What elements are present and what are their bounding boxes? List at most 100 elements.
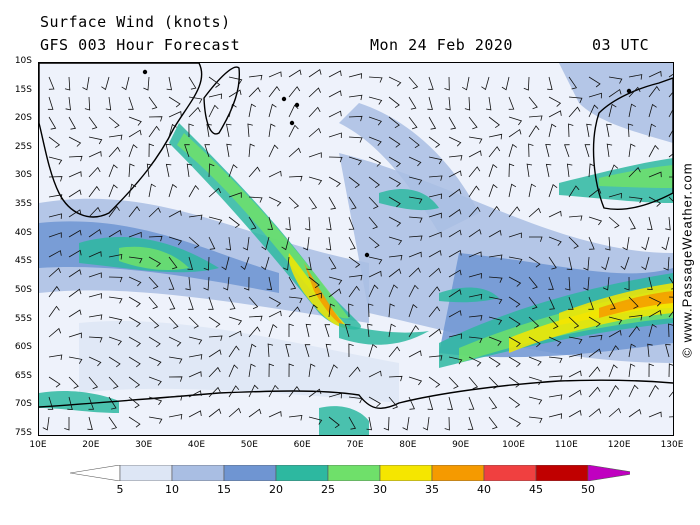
wind-barb: [408, 176, 423, 185]
wind-barb: [101, 76, 110, 91]
wind-barb: [368, 136, 382, 146]
wind-barb: [148, 356, 162, 367]
wind-barb: [88, 251, 102, 258]
wind-barb: [208, 366, 221, 378]
wind-barb: [508, 296, 521, 308]
wind-barb: [408, 235, 423, 241]
wind-barb: [586, 123, 592, 138]
wind-barb: [128, 276, 142, 287]
wind-barb: [528, 125, 540, 138]
wind-barb: [288, 196, 300, 209]
wind-barb: [228, 330, 242, 338]
wind-barb: [68, 136, 82, 147]
wind-barb: [248, 363, 256, 378]
wind-barb: [641, 236, 650, 251]
wind-barb: [641, 256, 650, 271]
wind-barb: [128, 256, 143, 264]
wind-map: [38, 62, 674, 436]
wind-barb: [228, 89, 242, 98]
longitude-label: 80E: [399, 440, 417, 450]
wind-barb: [448, 333, 463, 339]
wind-barb: [428, 286, 441, 298]
wind-barb: [388, 396, 399, 410]
wind-barb: [47, 96, 54, 110]
wind-barb: [528, 336, 541, 348]
wind-barb: [108, 253, 123, 260]
wind-barb: [647, 343, 653, 358]
wind-barb: [488, 254, 503, 261]
wind-barb: [306, 256, 312, 271]
wind-barb: [188, 96, 203, 104]
wind-barb: [48, 305, 60, 318]
wind-barb: [383, 416, 390, 431]
wind-barb: [328, 288, 342, 298]
wind-barb: [428, 231, 442, 238]
wind-barb: [128, 231, 142, 238]
wind-barb: [222, 276, 230, 291]
wind-barb: [128, 416, 141, 428]
wind-barb: [248, 384, 259, 398]
wind-barb: [308, 176, 323, 185]
wind-barb: [448, 249, 462, 258]
wind-barb: [665, 216, 671, 231]
wind-barb: [606, 143, 613, 158]
wind-speed-shading: [599, 165, 673, 188]
wind-barb: [628, 196, 643, 204]
wind-barb: [148, 183, 156, 198]
wind-barb: [228, 385, 240, 398]
wind-barb: [87, 416, 93, 431]
wind-barb: [648, 309, 662, 318]
wind-barb: [564, 144, 570, 158]
wind-barb: [588, 188, 602, 198]
wind-barb: [248, 143, 255, 158]
wind-barb: [68, 229, 82, 238]
wind-barb: [108, 229, 122, 238]
wind-barb: [628, 167, 641, 178]
wind-speed-shading: [439, 287, 499, 303]
wind-barb: [348, 216, 355, 230]
wind-barb: [648, 85, 660, 98]
wind-barb: [328, 256, 337, 270]
wind-barb: [128, 163, 135, 178]
wind-barb: [467, 416, 474, 430]
wind-barb: [468, 251, 482, 258]
wind-barb: [601, 256, 610, 271]
wind-barb: [468, 396, 475, 410]
wind-barb: [248, 343, 257, 358]
wind-barb: [105, 96, 112, 111]
wind-barb: [568, 185, 580, 198]
wind-barb: [328, 90, 342, 98]
wind-barb: [508, 396, 521, 408]
wind-barb: [42, 416, 50, 431]
wind-barb: [488, 184, 498, 198]
wind-barb: [148, 276, 159, 289]
wind-barb: [228, 296, 236, 310]
wind-barb: [568, 123, 574, 138]
wind-barb: [468, 293, 483, 300]
wind-barb: [308, 152, 322, 158]
longitude-label: 10E: [29, 440, 47, 450]
wind-barb: [648, 144, 659, 158]
wind-barb: [648, 171, 662, 178]
wind-barb: [428, 76, 434, 90]
wind-barb: [608, 76, 623, 84]
wind-barb: [368, 196, 379, 209]
wind-barb: [308, 388, 322, 398]
latitude-label: 40S: [14, 227, 32, 238]
wind-barb: [588, 366, 601, 378]
wind-barb: [243, 276, 250, 291]
wind-barb: [281, 236, 290, 251]
wind-barb: [288, 296, 303, 304]
wind-barb: [348, 236, 356, 250]
wind-barb: [566, 163, 573, 178]
wind-barb: [545, 163, 552, 178]
wind-barb: [308, 276, 320, 289]
wind-barb: [368, 256, 383, 265]
latitude-label: 65S: [14, 370, 32, 381]
wind-barb: [448, 376, 459, 389]
wind-barb: [168, 111, 182, 118]
wind-barb: [48, 250, 62, 258]
wind-barb: [388, 136, 401, 148]
colorbar-segment: [171, 465, 225, 481]
wind-barb: [368, 116, 382, 126]
